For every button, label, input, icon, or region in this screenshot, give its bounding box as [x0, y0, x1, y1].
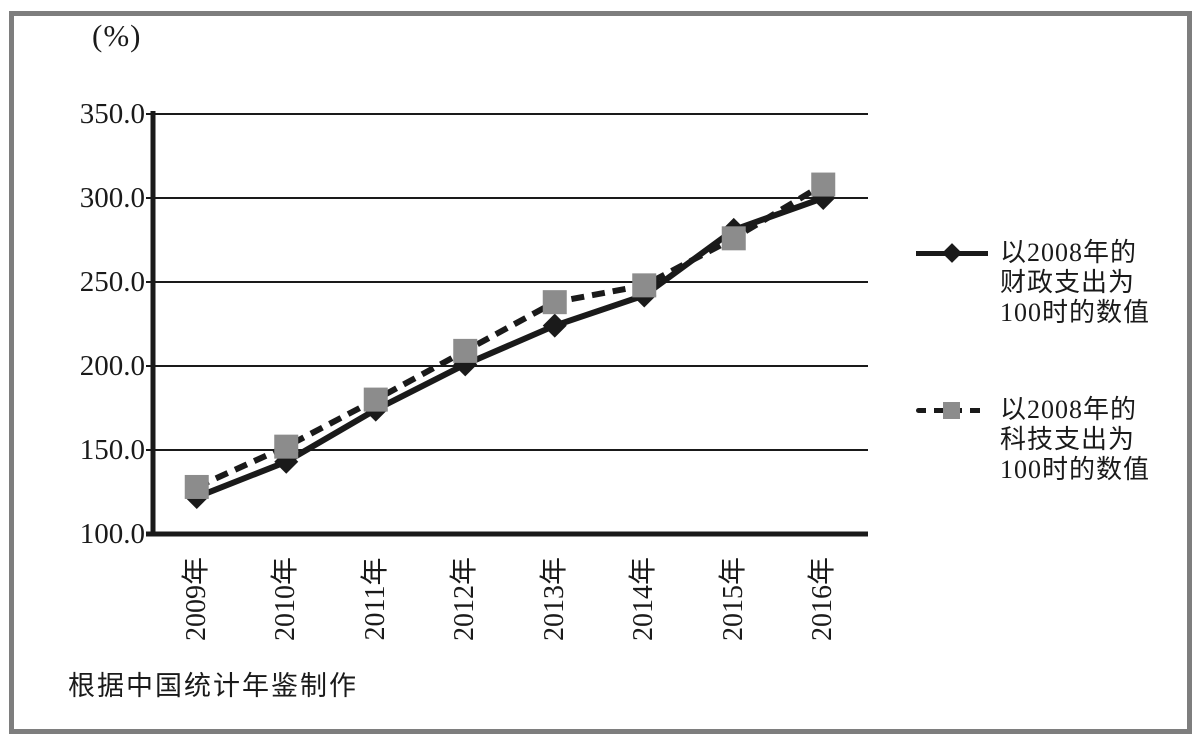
square-marker-2011年: [363, 387, 388, 412]
series-line-science: [195, 181, 825, 490]
square-marker-2016年: [811, 172, 836, 197]
legend-label-line: 财政支出为: [1000, 268, 1136, 297]
x-tick-label-2012年: 2012年: [449, 557, 481, 642]
series-line-fiscal: [195, 195, 825, 500]
x-tick-label-2011年: 2011年: [359, 557, 391, 641]
legend-label-fiscal: 以2008年的 财政支出为 100时的数值: [1000, 238, 1150, 328]
y-tick-label-150.0: 150.0: [79, 434, 145, 466]
square-marker-2012年: [453, 338, 478, 363]
square-marker-2015年: [721, 226, 746, 251]
legend-label-line: 100时的数值: [1000, 455, 1151, 484]
x-tick-label-2013年: 2013年: [538, 557, 570, 642]
y-tick-label-100.0: 100.0: [79, 518, 145, 550]
y-axis-unit-label: (%): [92, 18, 142, 53]
legend-label-line: 以2008年的: [1000, 238, 1138, 267]
y-tick-label-300.0: 300.0: [79, 182, 145, 214]
diamond-marker-2013年: [542, 313, 567, 338]
diamond-marker-icon: [942, 243, 962, 263]
y-tick-label-350.0: 350.0: [79, 98, 145, 130]
legend-label-line: 科技支出为: [1000, 425, 1136, 454]
legend-swatch-dashed-square: [916, 395, 988, 425]
square-marker-2014年: [632, 273, 657, 298]
square-marker-2010年: [274, 434, 299, 459]
figure-border: [9, 11, 1192, 734]
y-tick-label-250.0: 250.0: [79, 266, 145, 298]
x-tick-label-2010年: 2010年: [270, 557, 302, 642]
y-tick-label-200.0: 200.0: [79, 350, 145, 382]
legend-label-line: 以2008年的: [1000, 395, 1138, 424]
x-tick-label-2009年: 2009年: [180, 557, 212, 642]
square-marker-2013年: [542, 290, 567, 315]
legend-label-science: 以2008年的 科技支出为 100时的数值: [1000, 395, 1150, 485]
x-tick-label-2016年: 2016年: [807, 557, 839, 642]
x-tick-label-2015年: 2015年: [717, 557, 749, 642]
legend-item-science: 以2008年的 科技支出为 100时的数值: [916, 395, 1150, 485]
legend-label-line: 100时的数值: [1000, 298, 1151, 327]
legend-swatch-solid-diamond: [916, 238, 988, 268]
square-marker-icon: [943, 402, 960, 419]
x-tick-label-2014年: 2014年: [628, 557, 660, 642]
square-marker-2009年: [184, 474, 209, 499]
legend-item-fiscal: 以2008年的 财政支出为 100时的数值: [916, 238, 1150, 328]
source-note: 根据中国统计年鉴制作: [68, 671, 358, 701]
